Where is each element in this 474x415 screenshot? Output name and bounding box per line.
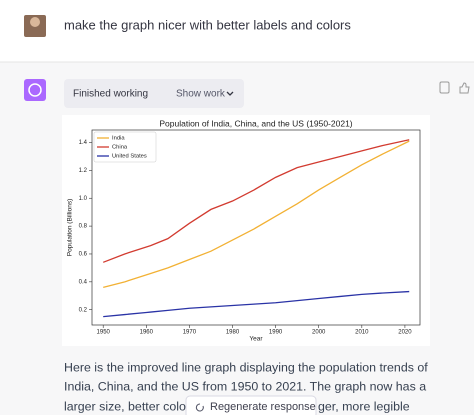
response-line: India, China, and the US from 1950 to 20… [64,379,426,393]
user-row [0,0,474,62]
regenerate-label[interactable]: Regenerate response [210,401,316,413]
status-text: Finished working [73,89,148,100]
legend-label: United States [112,154,147,160]
y-tick-label: 1.0 [79,196,88,202]
avatar-face [30,17,40,27]
y-tick-label: 0.8 [79,224,88,230]
legend-label: China [112,145,128,151]
x-tick-label: 1950 [97,330,111,336]
x-tick-label: 1960 [140,330,154,336]
user-message: make the graph nicer with better labels … [64,17,351,32]
series-line [103,140,410,289]
assistant-logo [28,83,42,97]
legend-box [93,131,157,163]
copy-icon[interactable] [439,81,450,94]
regenerate-icon [195,403,204,412]
x-tick-label: 1990 [269,330,283,336]
y-axis-label: Population (Billions) [67,199,74,256]
chart: Population of India, China, and the US (… [67,118,421,343]
y-tick-label: 1.2 [79,168,88,174]
assistant-avatar [24,79,46,101]
y-tick-label: 0.2 [79,307,88,313]
x-tick-label: 2010 [355,330,369,336]
regenerate-button[interactable] [185,395,317,415]
response-line: larger size, better color [64,399,190,413]
show-work[interactable]: Show work [176,89,226,100]
x-tick-label: 1970 [183,330,197,336]
thumbs-up-icon[interactable] [459,82,470,94]
chevron[interactable] [226,91,234,96]
y-tick-label: 0.4 [79,279,88,285]
x-tick-label: 2020 [398,330,412,336]
response-line: Here is the improved line graph displayi… [64,360,428,374]
x-tick-label: 1980 [226,330,240,336]
plot-frame [91,129,421,326]
status-box [64,79,244,108]
x-axis-label: Year [249,336,263,343]
x-tick-label: 2000 [312,330,326,336]
series-line [102,139,410,263]
response-line: ger, more legible [318,399,410,413]
chart-title: Population of India, China, and the US (… [159,118,352,128]
y-tick-label: 1.4 [79,140,88,146]
series-line [103,290,410,318]
y-tick-label: 0.6 [79,252,88,258]
response: Here is the improved line graph displayi… [64,360,428,413]
legend-label: India [112,136,125,142]
